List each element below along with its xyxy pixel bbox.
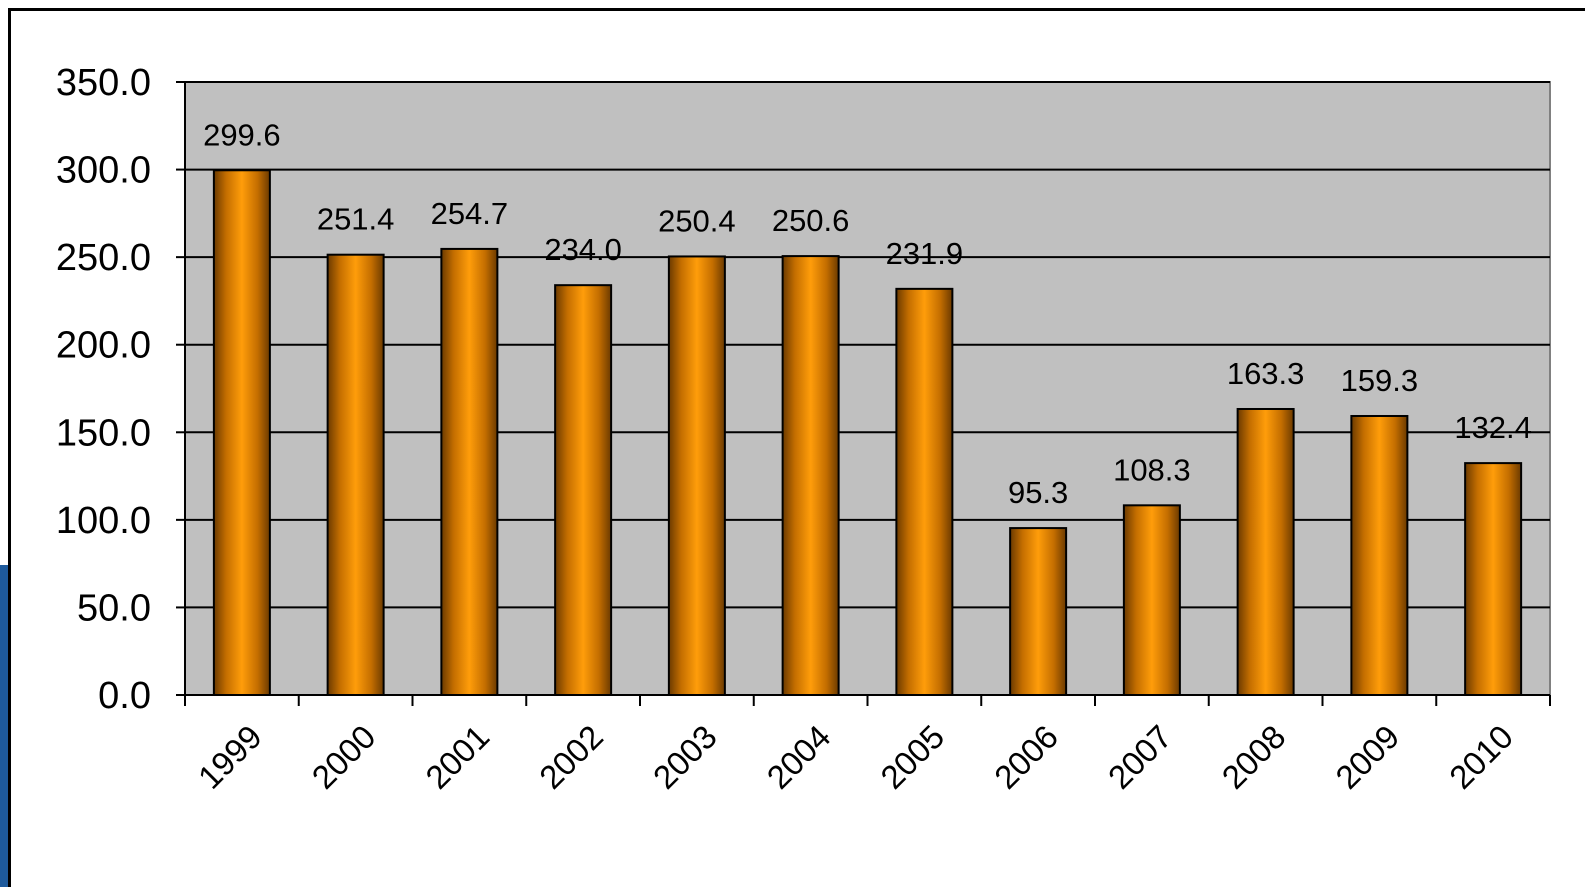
- data-label-2003: 250.4: [658, 203, 736, 238]
- y-tick-label: 250.0: [56, 237, 151, 279]
- data-label-1999: 299.6: [203, 117, 281, 152]
- bar-1999: [212, 169, 271, 697]
- x-tick-label-2006: 2006: [987, 718, 1065, 796]
- bar-2005: [895, 287, 954, 696]
- bar-2009: [1350, 414, 1409, 696]
- bar-2010: [1464, 462, 1523, 697]
- axes: [176, 81, 1551, 706]
- data-label-2004: 250.6: [772, 203, 850, 238]
- bar-2007: [1122, 504, 1181, 696]
- bar-2001: [440, 247, 499, 697]
- data-label-2002: 234.0: [544, 232, 622, 267]
- slide-accent-bar: [0, 565, 9, 887]
- x-tick-label-2002: 2002: [532, 718, 610, 796]
- bar-2002: [554, 284, 613, 696]
- x-tick-label-2010: 2010: [1442, 718, 1520, 796]
- data-label-2000: 251.4: [317, 202, 395, 237]
- data-label-2001: 254.7: [431, 196, 509, 231]
- data-label-2005: 231.9: [886, 236, 964, 271]
- data-labels: 299.6 251.4 254.7 234.0 250.4 250.6 231.9 95.3 1…: [203, 117, 1532, 510]
- bar-2008: [1236, 407, 1295, 696]
- plot-area: [184, 81, 1551, 696]
- x-tick-label-2007: 2007: [1101, 718, 1179, 796]
- x-tick-label-2003: 2003: [646, 718, 724, 796]
- y-tick-label: 350.0: [56, 62, 151, 104]
- y-tick-label: 0.0: [98, 675, 151, 717]
- bar-2003: [667, 255, 726, 696]
- bar-2006: [1009, 527, 1068, 697]
- data-label-2006: 95.3: [1008, 475, 1068, 510]
- data-label-2008: 163.3: [1227, 356, 1305, 391]
- x-tick-label-2008: 2008: [1214, 718, 1292, 796]
- x-tick-label-2001: 2001: [418, 718, 496, 796]
- x-tick-label-2004: 2004: [759, 718, 837, 796]
- data-label-2009: 159.3: [1341, 363, 1419, 398]
- data-label-2007: 108.3: [1113, 452, 1191, 487]
- gridlines: [185, 81, 1550, 609]
- y-tick-label: 50.0: [77, 587, 151, 629]
- data-label-2010: 132.4: [1454, 410, 1532, 445]
- x-tick-label-2000: 2000: [304, 718, 382, 796]
- bars: [212, 169, 1523, 697]
- y-tick-label: 200.0: [56, 325, 151, 367]
- y-tick-label: 100.0: [56, 500, 151, 542]
- y-tick-label: 300.0: [56, 150, 151, 192]
- bar-2000: [326, 253, 385, 696]
- x-tick-label-2005: 2005: [873, 718, 951, 796]
- bar-2004: [781, 255, 840, 696]
- x-tick-label-1999: 1999: [191, 718, 269, 796]
- y-tick-label: 150.0: [56, 412, 151, 454]
- x-tick-label-2009: 2009: [1328, 718, 1406, 796]
